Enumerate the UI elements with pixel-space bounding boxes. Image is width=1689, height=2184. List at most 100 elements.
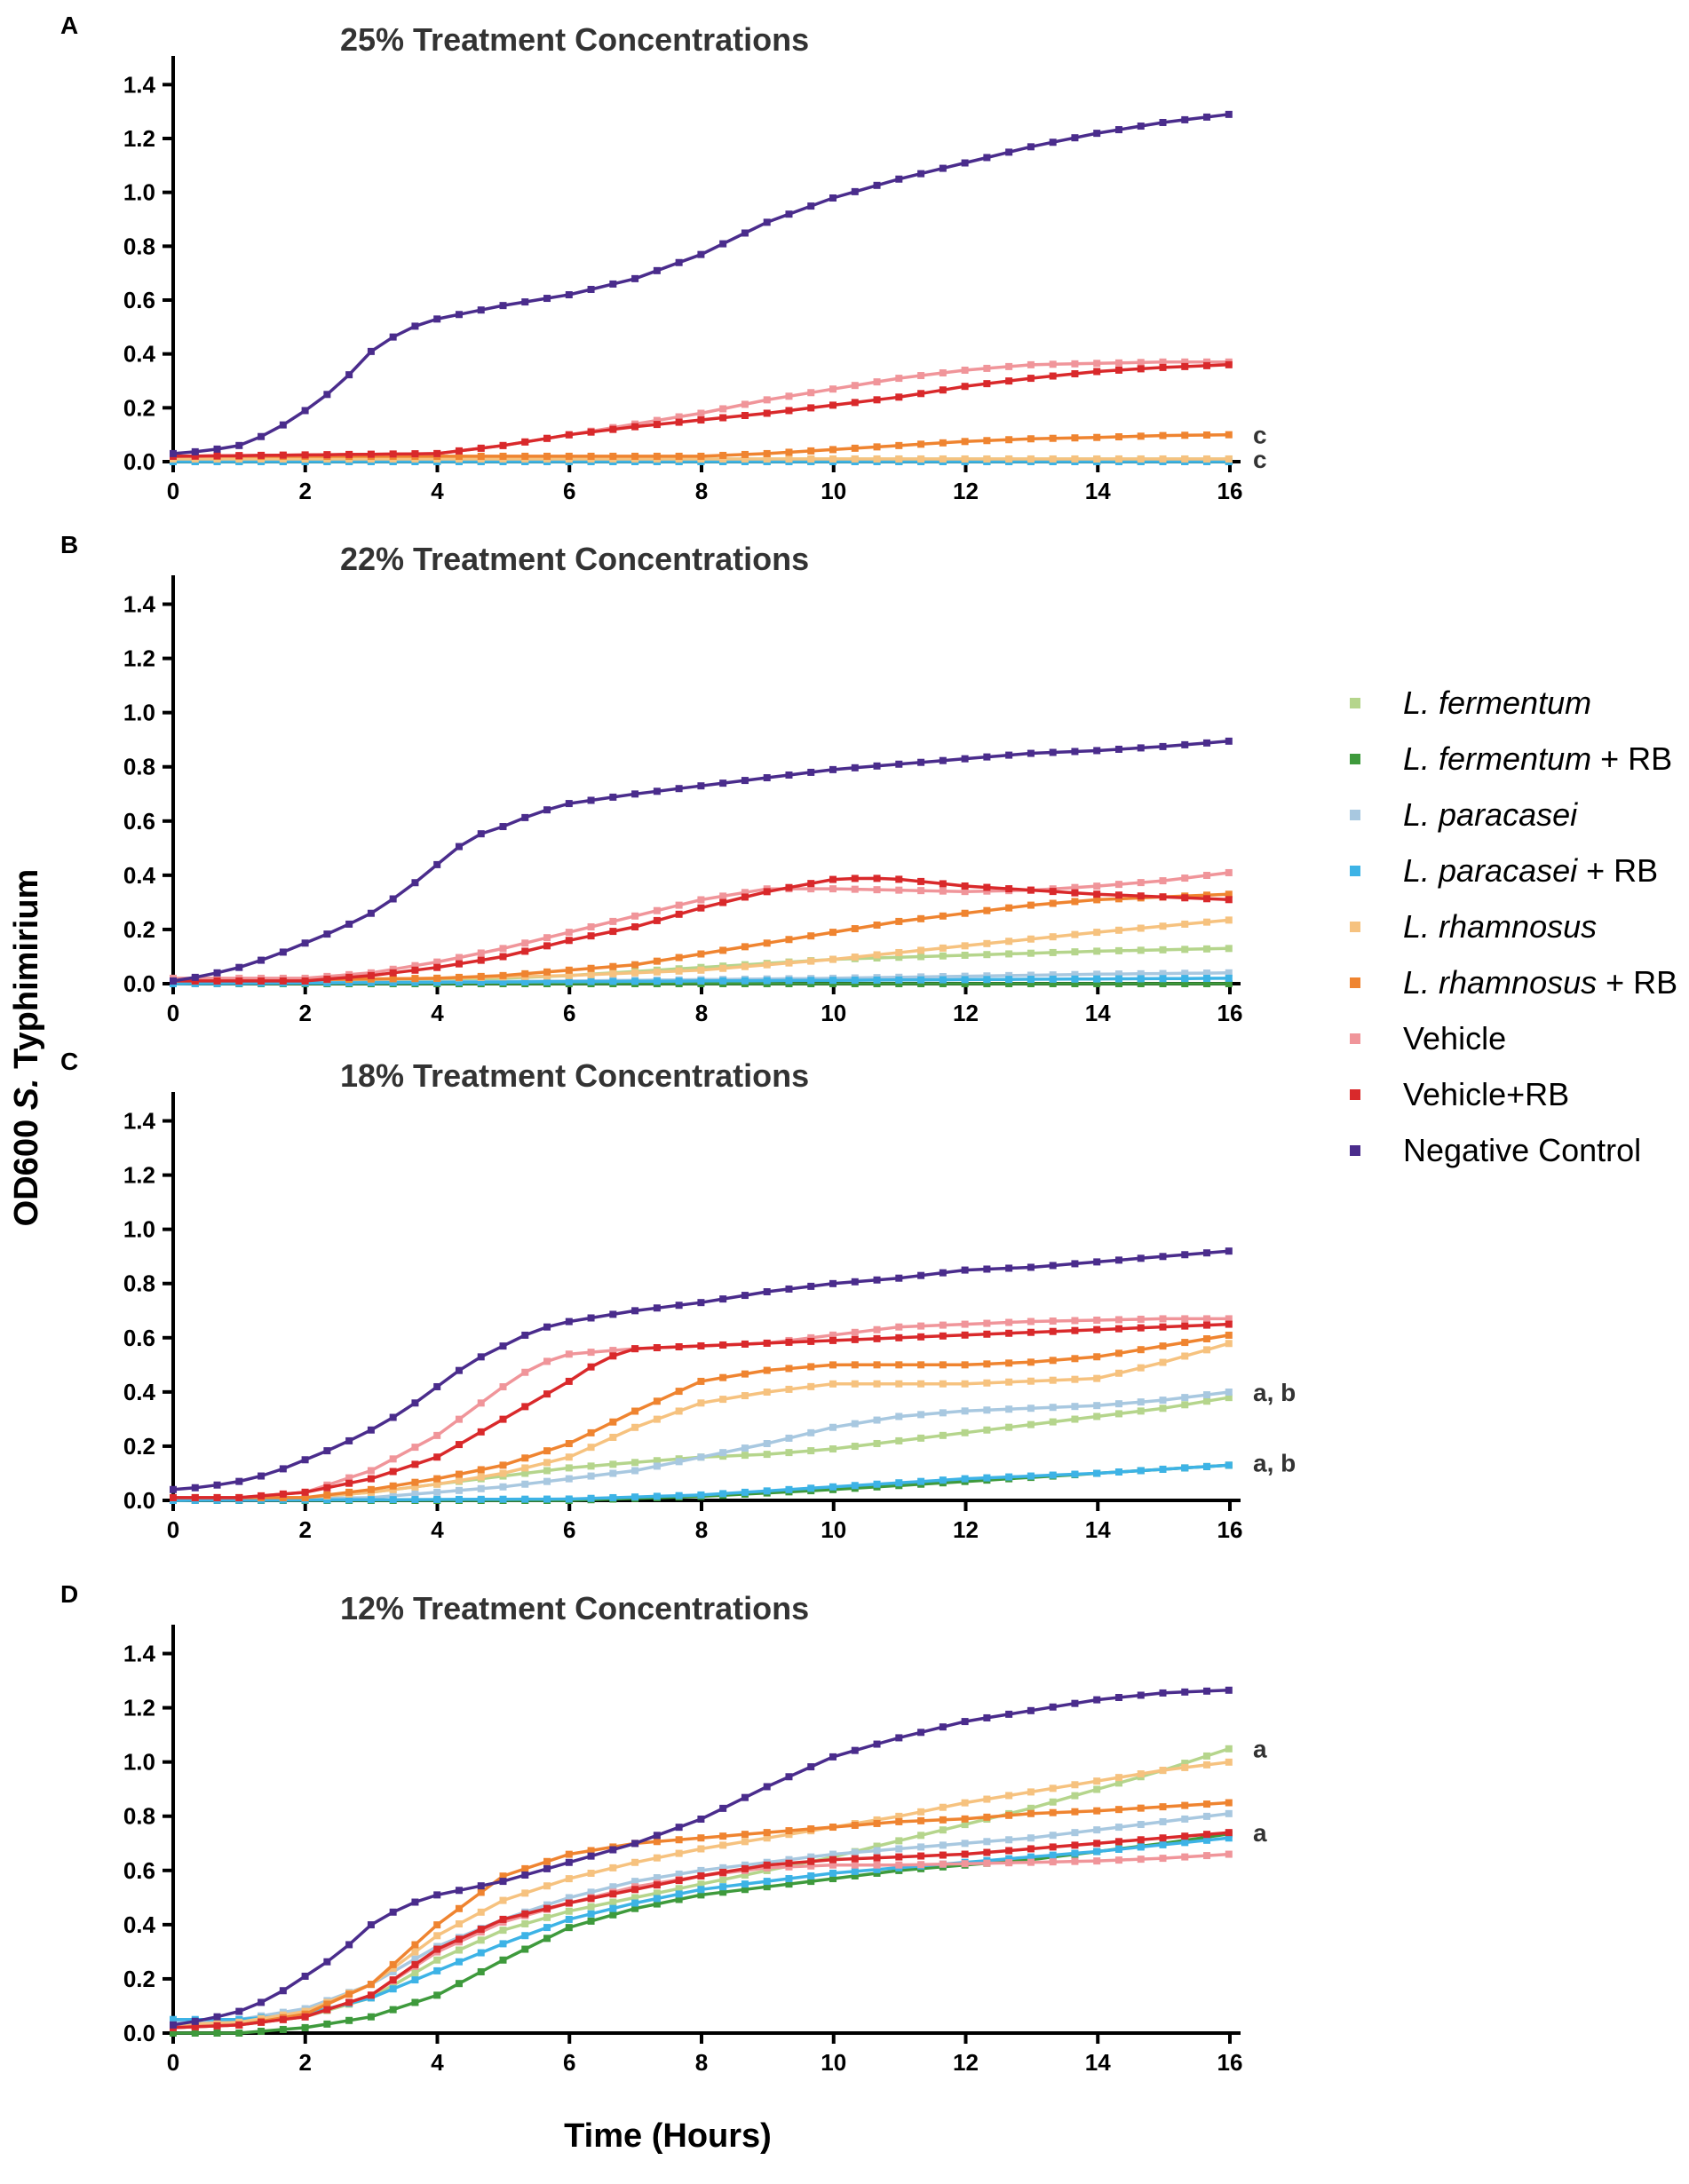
data-point: [983, 455, 991, 463]
data-point: [851, 764, 859, 772]
data-point: [785, 936, 793, 944]
data-point: [961, 888, 969, 896]
data-point: [1114, 366, 1122, 374]
x-tick-label: 2: [299, 1000, 312, 1026]
data-point: [895, 1861, 903, 1869]
data-point: [763, 1451, 771, 1459]
data-point: [829, 1279, 837, 1287]
data-point: [829, 1331, 837, 1339]
data-point: [1137, 123, 1145, 131]
data-point: [675, 1890, 683, 1898]
legend-item: L. fermentum + RB: [1350, 740, 1672, 777]
data-point: [565, 1915, 573, 1923]
data-point: [1114, 433, 1122, 441]
data-point: [433, 1480, 441, 1488]
data-point: [1114, 1325, 1122, 1333]
data-point: [1159, 1834, 1167, 1842]
data-point: [763, 396, 771, 404]
data-point: [1071, 1415, 1079, 1423]
data-point: [499, 1415, 507, 1423]
data-point: [1225, 1320, 1233, 1328]
data-point: [609, 1352, 617, 1360]
data-point: [851, 1848, 859, 1856]
data-point: [807, 1763, 815, 1771]
y-tick-label: 0.6: [123, 808, 155, 835]
data-point: [367, 2013, 375, 2021]
data-point: [631, 274, 639, 282]
data-point: [433, 974, 441, 982]
data-point: [323, 1958, 331, 1966]
data-point: [1005, 1473, 1013, 1481]
data-point: [1049, 1317, 1057, 1325]
data-point: [477, 1949, 485, 1957]
legend-item: L. rhamnosus + RB: [1350, 964, 1677, 1001]
x-tick-label: 0: [167, 2049, 179, 2076]
data-point: [565, 1318, 573, 1325]
data-point: [1093, 970, 1101, 978]
data-point: [1114, 1316, 1122, 1324]
data-point: [1093, 890, 1101, 898]
data-point: [807, 885, 815, 893]
data-point: [323, 975, 331, 983]
data-point: [939, 1723, 947, 1731]
data-point: [1203, 1315, 1211, 1323]
data-point: [961, 976, 969, 984]
data-point: [939, 439, 947, 447]
data-point: [499, 441, 507, 449]
data-point: [1203, 739, 1211, 747]
data-point: [213, 452, 221, 460]
data-point: [873, 455, 881, 463]
legend-item: L. fermentum: [1350, 684, 1591, 721]
data-point: [1049, 138, 1057, 146]
data-point: [1005, 1859, 1013, 1867]
data-point: [983, 1379, 991, 1387]
data-point: [851, 444, 859, 452]
data-point: [719, 1876, 727, 1884]
data-point: [675, 413, 683, 421]
data-point: [455, 954, 463, 961]
data-point: [961, 1821, 969, 1829]
data-point: [1203, 975, 1211, 983]
data-point: [1027, 1420, 1035, 1428]
data-point: [1114, 1349, 1122, 1357]
data-point: [609, 969, 617, 977]
data-point: [631, 1423, 639, 1431]
legend-marker: [1350, 698, 1360, 708]
data-point: [873, 1325, 881, 1333]
data-point: [1027, 935, 1035, 943]
data-point: [719, 1804, 727, 1812]
data-point: [917, 170, 925, 178]
data-point: [829, 1861, 837, 1869]
data-point: [587, 1910, 595, 1918]
legend-marker: [1350, 977, 1360, 988]
data-point: [1203, 1687, 1211, 1695]
data-point: [631, 1493, 639, 1501]
y-tick-label: 0.6: [123, 287, 155, 313]
x-tick-label: 10: [821, 2049, 846, 2076]
data-point: [961, 1266, 969, 1274]
data-point: [411, 1399, 419, 1407]
data-point: [1225, 1247, 1233, 1255]
data-point: [807, 1428, 815, 1436]
x-tick-label: 0: [167, 1516, 179, 1543]
data-point: [1049, 1471, 1057, 1479]
data-point: [433, 963, 441, 971]
data-point: [873, 1865, 881, 1873]
data-point: [983, 753, 991, 761]
data-point: [1005, 1792, 1013, 1800]
data-point: [1071, 975, 1079, 983]
data-point: [433, 1382, 441, 1390]
data-point: [807, 1282, 815, 1290]
data-point: [807, 1878, 815, 1886]
data-point: [367, 1475, 375, 1483]
data-point: [851, 187, 859, 195]
data-point: [367, 1981, 375, 1989]
data-point: [631, 922, 639, 930]
data-point: [1181, 740, 1189, 748]
data-point: [521, 298, 529, 306]
data-point: [939, 1321, 947, 1329]
series-line: [173, 871, 1230, 980]
data-point: [1181, 455, 1189, 463]
data-point: [895, 1274, 903, 1282]
data-point: [961, 366, 969, 374]
